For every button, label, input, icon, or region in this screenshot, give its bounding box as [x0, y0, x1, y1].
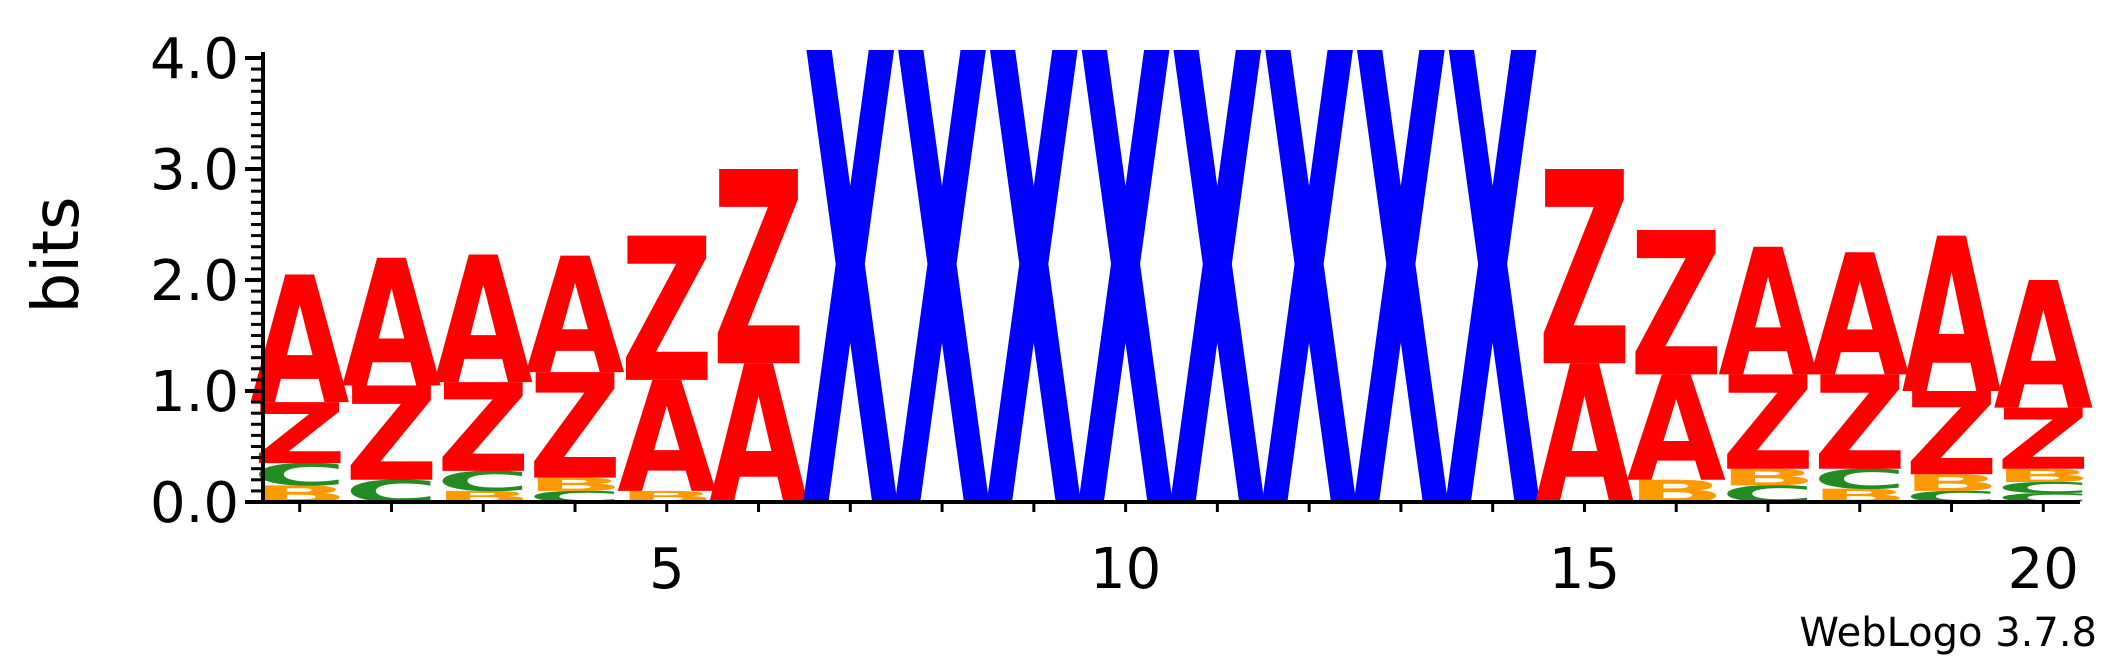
- logo-letter-x-pos-10: X: [1076, 0, 1175, 653]
- logo-letter-a-pos-2: A: [342, 224, 442, 428]
- logo-letter-c-pos-19: C: [1904, 488, 1998, 506]
- logo-letter-a-pos-5: A: [617, 350, 716, 527]
- logo-letter-x-pos-7: X: [801, 0, 900, 653]
- y-tick-label: 0.0: [150, 471, 239, 536]
- logo-letter-c-pos-17: C: [1721, 481, 1815, 508]
- logo-letter-b-pos-17: B: [1719, 464, 1817, 491]
- logo-letter-x-pos-8: X: [893, 0, 992, 653]
- x-axis: 5 10 15 20: [263, 500, 2080, 602]
- x-tick-label: 15: [1549, 537, 1620, 602]
- logo-letter-a-pos-20: A: [1994, 246, 2094, 450]
- logo-letter-c-pos-20: C: [1996, 491, 2090, 505]
- logo-letter-a-pos-1: A: [250, 240, 350, 444]
- logo-letter-x-pos-9: X: [984, 0, 1083, 653]
- y-tick-label: 1.0: [150, 360, 239, 425]
- logo-letter-b-pos-5: B: [618, 488, 716, 506]
- logo-letter-c-pos-20: C: [1996, 479, 2090, 497]
- logo-letter-a-pos-6: A: [709, 326, 808, 548]
- logo-letter-z-pos-6: Z: [712, 117, 805, 427]
- y-tick-label: 3.0: [150, 138, 239, 203]
- logo-letter-c-pos-2: C: [344, 474, 438, 510]
- logo-letter-c-pos-18: C: [1813, 463, 1907, 495]
- logo-letter-z-pos-1: Z: [253, 385, 346, 483]
- logo-letter-b-pos-1: B: [251, 481, 349, 508]
- x-tick-label: 10: [1090, 537, 1161, 602]
- logo-letter-z-pos-17: Z: [1721, 349, 1814, 500]
- logo-letter-b-pos-20: B: [1994, 465, 2092, 486]
- logo-letter-z-pos-2: Z: [345, 360, 438, 511]
- logo-letter-a-pos-3: A: [434, 220, 534, 424]
- x-tick-label: 5: [649, 537, 685, 602]
- logo-letter-b-pos-18: B: [1811, 485, 1909, 506]
- logo-letter-b-pos-3: B: [434, 488, 532, 506]
- logo-letter-x-pos-12: X: [1260, 0, 1359, 653]
- logo-letter-z-pos-4: Z: [528, 344, 621, 512]
- y-axis-label: bits: [20, 197, 94, 314]
- logo-letter-a-pos-15: A: [1535, 326, 1634, 548]
- logo-letter-stacks: BCZACZABCZACBZABAZAZXXXXXXXXAZBAZCBZABCZ…: [250, 0, 2094, 653]
- y-tick-label: 2.0: [150, 249, 239, 314]
- logo-letter-c-pos-4: C: [528, 488, 622, 506]
- logo-letter-z-pos-3: Z: [437, 358, 530, 500]
- y-tick-label: 4.0: [150, 27, 239, 92]
- logo-letter-a-pos-18: A: [1810, 219, 1909, 414]
- y-axis: 0.0 1.0 2.0 3.0 4.0: [150, 27, 265, 536]
- logo-letter-z-pos-5: Z: [620, 197, 713, 427]
- logo-letter-b-pos-4: B: [526, 474, 624, 495]
- logo-letter-x-pos-14: X: [1443, 0, 1542, 653]
- logo-letter-z-pos-20: Z: [1997, 391, 2090, 489]
- logo-letter-c-pos-1: C: [253, 457, 347, 493]
- weblogo-credit: WebLogo 3.7.8: [1799, 610, 2097, 656]
- logo-letter-a-pos-4: A: [525, 224, 624, 410]
- logo-letter-z-pos-16: Z: [1630, 192, 1723, 422]
- logo-letter-x-pos-13: X: [1351, 0, 1450, 653]
- logo-letter-a-pos-16: A: [1627, 347, 1727, 515]
- logo-letter-a-pos-17: A: [1718, 212, 1818, 416]
- logo-letter-x-pos-11: X: [1168, 0, 1267, 653]
- logo-letter-a-pos-19: A: [1902, 194, 2001, 442]
- x-tick-label: 20: [2008, 537, 2079, 602]
- logo-letter-c-pos-3: C: [436, 466, 530, 498]
- logo-letter-z-pos-15: Z: [1538, 117, 1631, 427]
- logo-letter-z-pos-19: Z: [1905, 368, 1998, 501]
- logo-letter-b-pos-19: B: [1903, 470, 2001, 497]
- logo-letter-b-pos-16: B: [1627, 474, 1725, 510]
- logo-letter-z-pos-18: Z: [1813, 349, 1906, 500]
